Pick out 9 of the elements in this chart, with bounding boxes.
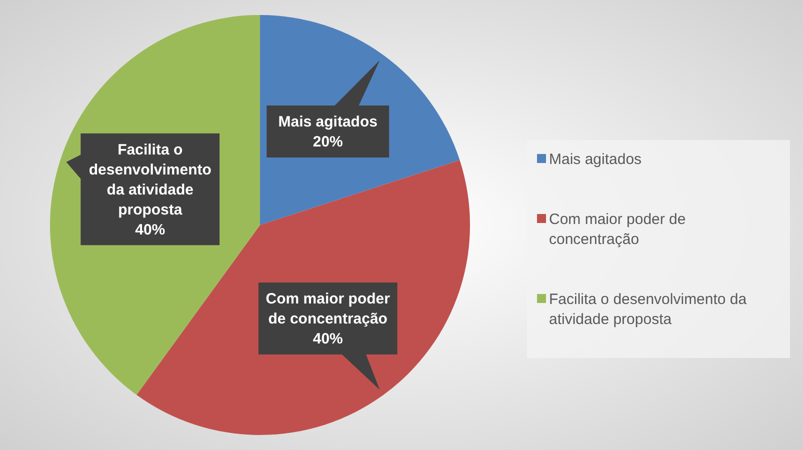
legend-label: Facilita o desenvolvimento da atividade proposta (549, 291, 748, 328)
data-label: 40% (312, 330, 343, 348)
legend-label: Com maior poder de concentração (549, 211, 686, 248)
slice-label: Com maior poder de concentração (266, 290, 390, 328)
data-label: 40% (135, 221, 166, 238)
slice-label: Mais agitados (278, 114, 378, 131)
data-label: 20% (312, 134, 343, 151)
legend-label: Mais agitados (549, 151, 642, 168)
slice-label: Facilita o desenvolvimento da atividade proposta (88, 141, 212, 218)
